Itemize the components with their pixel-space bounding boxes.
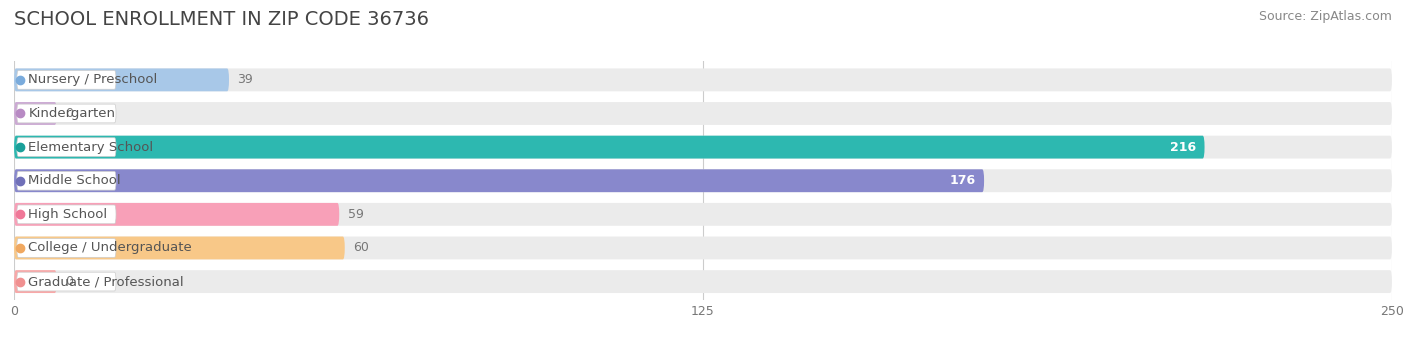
FancyBboxPatch shape xyxy=(14,169,984,192)
Text: 0: 0 xyxy=(65,107,73,120)
FancyBboxPatch shape xyxy=(14,169,1392,192)
FancyBboxPatch shape xyxy=(14,102,1392,125)
FancyBboxPatch shape xyxy=(14,69,1392,91)
Text: 216: 216 xyxy=(1170,140,1197,153)
Text: SCHOOL ENROLLMENT IN ZIP CODE 36736: SCHOOL ENROLLMENT IN ZIP CODE 36736 xyxy=(14,10,429,29)
FancyBboxPatch shape xyxy=(14,237,1392,260)
Text: Elementary School: Elementary School xyxy=(28,140,153,153)
FancyBboxPatch shape xyxy=(14,270,56,293)
Text: 60: 60 xyxy=(353,241,368,254)
FancyBboxPatch shape xyxy=(17,71,117,89)
Text: Middle School: Middle School xyxy=(28,174,121,187)
Text: 39: 39 xyxy=(238,73,253,86)
FancyBboxPatch shape xyxy=(14,203,1392,226)
Text: 0: 0 xyxy=(65,275,73,288)
FancyBboxPatch shape xyxy=(14,270,1392,293)
Text: Kindergarten: Kindergarten xyxy=(28,107,115,120)
FancyBboxPatch shape xyxy=(17,172,117,190)
Text: High School: High School xyxy=(28,208,107,221)
Text: Source: ZipAtlas.com: Source: ZipAtlas.com xyxy=(1258,10,1392,23)
FancyBboxPatch shape xyxy=(14,69,229,91)
Text: College / Undergraduate: College / Undergraduate xyxy=(28,241,193,254)
FancyBboxPatch shape xyxy=(17,205,117,224)
FancyBboxPatch shape xyxy=(14,237,344,260)
FancyBboxPatch shape xyxy=(14,203,339,226)
FancyBboxPatch shape xyxy=(17,239,117,257)
Text: 59: 59 xyxy=(347,208,363,221)
FancyBboxPatch shape xyxy=(14,136,1392,159)
FancyBboxPatch shape xyxy=(14,102,56,125)
FancyBboxPatch shape xyxy=(17,272,117,291)
FancyBboxPatch shape xyxy=(17,138,117,157)
FancyBboxPatch shape xyxy=(17,104,117,123)
FancyBboxPatch shape xyxy=(14,136,1205,159)
Text: Nursery / Preschool: Nursery / Preschool xyxy=(28,73,157,86)
Text: Graduate / Professional: Graduate / Professional xyxy=(28,275,184,288)
Text: 176: 176 xyxy=(949,174,976,187)
